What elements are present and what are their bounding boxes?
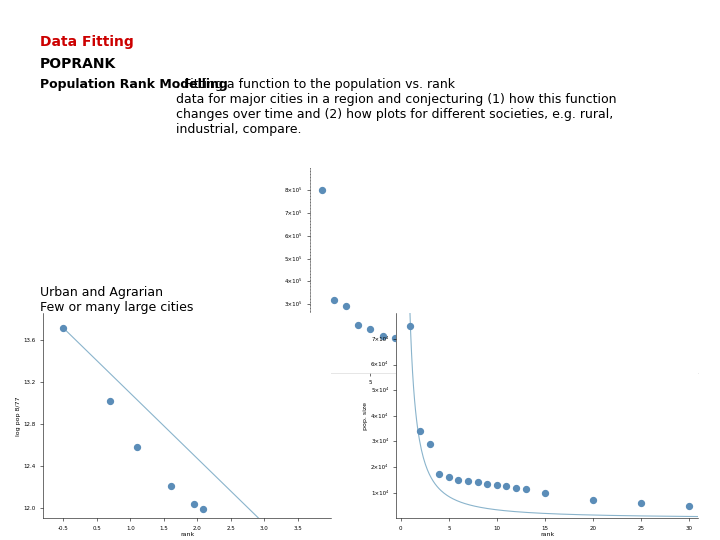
Text: Urban and Agrarian
Few or many large cities: Urban and Agrarian Few or many large cit… [40,286,193,314]
Point [243,537,255,540]
Point [510,483,522,492]
Point [438,339,449,347]
Point [197,504,208,513]
Point [247,539,258,540]
Point [328,295,340,304]
Point [443,473,454,482]
Point [500,482,512,491]
Point [413,336,425,345]
Point [188,500,199,508]
Point [239,535,251,540]
Point [224,526,235,535]
Y-axis label: pop. size: pop. size [364,402,369,430]
Point [414,427,426,435]
Text: . Fitting a function to the population vs. rank
data for major cities in a regio: . Fitting a function to the population v… [176,78,617,136]
Point [316,186,328,194]
Point [212,519,223,528]
Text: Population Rank Modelling: Population Rank Modelling [40,78,228,91]
X-axis label: rank: rank [497,387,511,392]
Point [234,533,246,540]
Point [104,396,115,405]
Point [353,320,364,329]
Point [389,334,400,343]
Point [547,357,559,366]
X-axis label: rank: rank [180,532,194,537]
Point [462,477,474,485]
Point [520,484,531,493]
Point [166,482,177,490]
Point [58,323,69,332]
Point [668,359,680,368]
Point [486,352,498,361]
Point [491,481,503,489]
Point [472,478,483,487]
Text: Data Fitting: Data Fitting [40,35,133,49]
Point [341,302,352,311]
Point [539,488,551,497]
Point [635,499,647,508]
Point [364,325,376,334]
Point [131,442,143,451]
Point [587,496,598,505]
Point [482,480,493,488]
Y-axis label: log pop 8/77: log pop 8/77 [16,396,21,436]
Point [449,340,461,348]
Point [377,332,388,340]
Point [424,440,436,448]
Point [683,501,695,510]
Point [405,322,416,330]
X-axis label: rank: rank [540,532,554,537]
Point [426,338,437,346]
Text: POPRANK: POPRANK [40,57,116,71]
Point [453,476,464,484]
Point [433,469,445,478]
Point [401,335,413,344]
